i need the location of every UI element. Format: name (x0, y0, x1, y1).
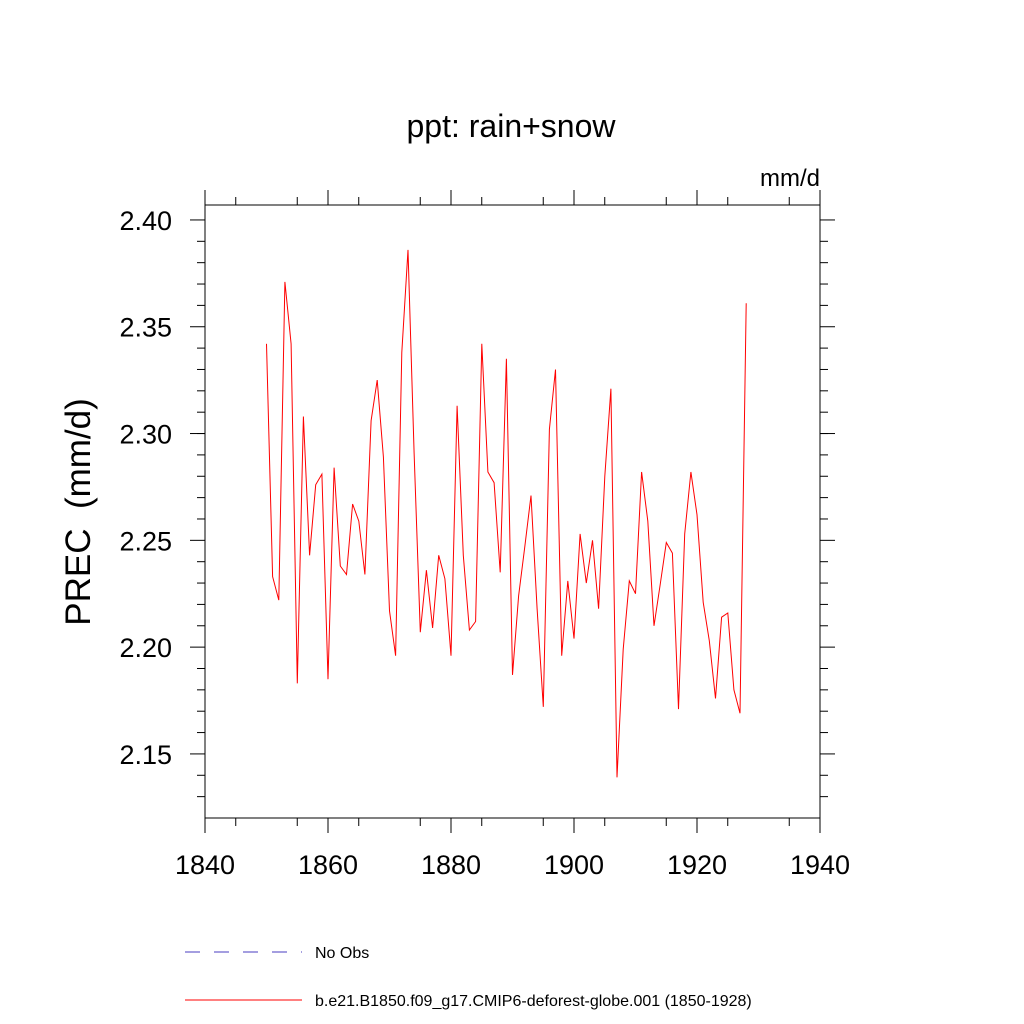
y-tick-label: 2.25 (119, 526, 172, 556)
series-line (266, 249, 747, 778)
tick-labels: 1840 1860 1880 1900 1920 1940 2.15 2.20 2.25 2.30… (119, 206, 850, 880)
y-tick-label: 2.40 (119, 206, 172, 236)
x-tick-label: 1840 (175, 850, 235, 880)
y-axis-label: PREC (mm/d) (59, 398, 98, 626)
plot-frame (204, 204, 821, 819)
axis-ticks (190, 190, 835, 833)
legend-label: b.e21.B1850.f09_g17.CMIP6-deforest-globe… (315, 993, 752, 1010)
y-tick-label: 2.15 (119, 740, 172, 770)
y-tick-label: 2.20 (119, 633, 172, 663)
legend: No Obs b.e21.B1850.f09_g17.CMIP6-deforest… (185, 945, 752, 1010)
y-tick-label: 2.30 (119, 420, 172, 450)
x-tick-label: 1880 (421, 850, 481, 880)
x-tick-label: 1920 (667, 850, 727, 880)
units-label: mm/d (760, 165, 820, 192)
chart-title: ppt: rain+snow (406, 108, 616, 144)
y-tick-label: 2.35 (119, 313, 172, 343)
legend-label: No Obs (315, 945, 369, 962)
series-group (266, 249, 747, 778)
x-tick-label: 1940 (790, 850, 850, 880)
x-tick-label: 1860 (298, 850, 358, 880)
x-tick-label: 1900 (544, 850, 604, 880)
